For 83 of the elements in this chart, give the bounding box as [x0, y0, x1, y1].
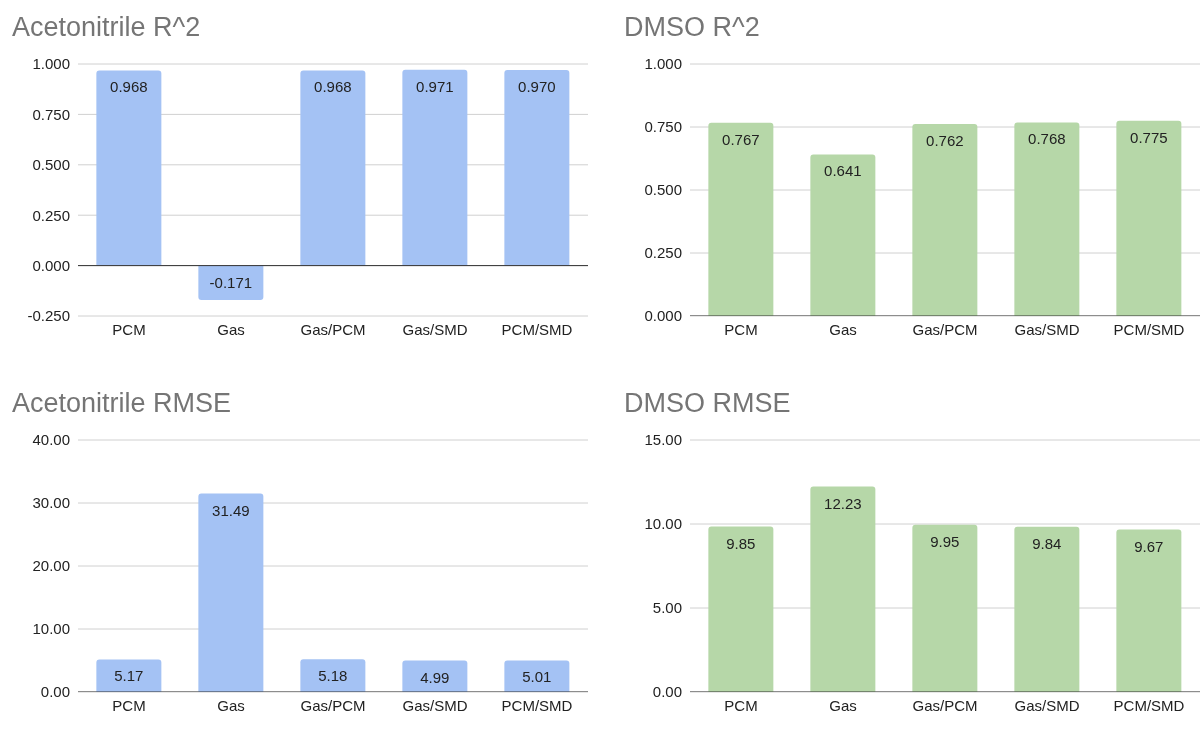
bar: [912, 524, 978, 692]
y-tick-label: 0.500: [32, 156, 70, 174]
y-tick-label: 0.750: [644, 118, 682, 136]
y-tick-label: 0.250: [32, 206, 70, 224]
data-label: 0.762: [926, 131, 964, 149]
y-tick-label: 0.000: [644, 307, 682, 325]
x-tick-label: Gas/PCM: [300, 696, 366, 714]
chart-title: DMSO R^2: [624, 12, 760, 43]
x-tick-label: PCM: [724, 696, 758, 714]
y-tick-label: 15.00: [644, 431, 682, 449]
data-label: 0.968: [314, 78, 352, 96]
y-tick-label: 40.00: [32, 431, 70, 449]
x-tick-label: Gas: [829, 320, 857, 338]
bar: [198, 265, 264, 301]
x-tick-label: Gas/PCM: [912, 696, 978, 714]
data-label: 0.970: [518, 78, 556, 96]
x-tick-label: Gas/PCM: [912, 320, 978, 338]
data-label: 9.85: [726, 534, 756, 552]
data-label: 0.775: [1130, 128, 1168, 146]
y-tick-label: 10.00: [32, 620, 70, 638]
data-label: 0.767: [722, 130, 760, 148]
y-tick-label: 0.500: [644, 181, 682, 199]
y-tick-label: 5.00: [652, 599, 682, 617]
x-tick-label: PCM/SMD: [501, 320, 573, 338]
y-tick-label: 20.00: [32, 557, 70, 575]
y-tick-label: 30.00: [32, 494, 70, 512]
x-tick-label: Gas: [217, 696, 245, 714]
bar: [300, 659, 366, 692]
bar: [810, 154, 876, 316]
x-tick-label: Gas: [217, 320, 245, 338]
y-tick-label: 1.000: [644, 55, 682, 73]
y-tick-label: 10.00: [644, 515, 682, 533]
data-label: 0.968: [110, 78, 148, 96]
bar: [708, 526, 774, 692]
x-tick-label: PCM: [112, 696, 146, 714]
bar: [300, 70, 366, 266]
data-label: 5.17: [114, 667, 144, 685]
chart-title: Acetonitrile R^2: [12, 12, 201, 43]
y-tick-label: 0.750: [32, 105, 70, 123]
y-tick-label: 0.00: [652, 683, 682, 701]
bar: [1014, 526, 1080, 692]
data-label: 9.95: [930, 532, 960, 550]
y-tick-label: 0.250: [644, 244, 682, 262]
data-label: -0.171: [209, 274, 253, 292]
y-tick-label: -0.250: [27, 307, 70, 325]
bar: [1014, 122, 1080, 316]
data-label: 5.01: [522, 668, 552, 686]
bar: [810, 486, 876, 692]
chart-title: Acetonitrile RMSE: [12, 388, 232, 419]
chart-title: DMSO RMSE: [624, 388, 791, 419]
x-tick-label: PCM/SMD: [501, 696, 573, 714]
x-tick-label: Gas/SMD: [1014, 696, 1080, 714]
x-tick-label: Gas/SMD: [402, 696, 468, 714]
y-tick-label: 1.000: [32, 55, 70, 73]
x-tick-label: Gas/PCM: [300, 320, 366, 338]
bar: [198, 493, 264, 692]
bar: [96, 659, 162, 692]
data-label: 0.641: [824, 162, 862, 180]
x-tick-label: Gas/SMD: [402, 320, 468, 338]
x-tick-label: PCM/SMD: [1113, 696, 1185, 714]
data-label: 31.49: [212, 501, 250, 519]
bar: [402, 69, 468, 266]
x-tick-label: PCM/SMD: [1113, 320, 1185, 338]
data-label: 0.768: [1028, 130, 1066, 148]
x-tick-label: Gas/SMD: [1014, 320, 1080, 338]
bar: [504, 660, 570, 692]
data-label: 5.18: [318, 667, 348, 685]
x-tick-label: Gas: [829, 696, 857, 714]
data-label: 12.23: [824, 494, 862, 512]
bar: [708, 122, 774, 316]
data-label: 9.84: [1032, 534, 1062, 552]
bar: [504, 70, 570, 266]
y-tick-label: 0.000: [32, 256, 70, 274]
bar: [1116, 529, 1182, 692]
data-label: 9.67: [1134, 537, 1164, 555]
bar: [912, 123, 978, 316]
x-tick-label: PCM: [724, 320, 758, 338]
bar: [96, 70, 162, 266]
data-label: 0.971: [416, 77, 454, 95]
data-label: 4.99: [420, 668, 450, 686]
x-tick-label: PCM: [112, 320, 146, 338]
bar: [1116, 120, 1182, 316]
y-tick-label: 0.00: [40, 683, 70, 701]
